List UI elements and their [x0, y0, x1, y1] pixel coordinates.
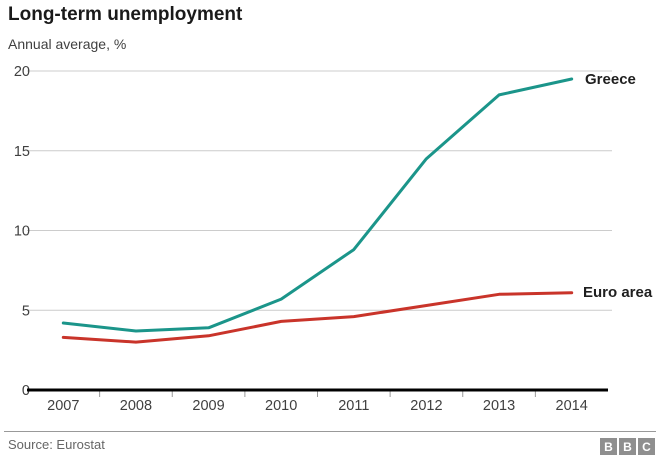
series-label-euro-area: Euro area [583, 284, 653, 301]
x-axis-label-2007: 2007 [47, 398, 79, 414]
footer-divider [4, 431, 656, 432]
x-axis-label-2014: 2014 [556, 398, 588, 414]
data-line-greece [61, 77, 574, 333]
data-line-euro-area [61, 291, 574, 344]
x-axis-label-2013: 2013 [483, 398, 515, 414]
x-axis-label-2011: 2011 [338, 398, 369, 414]
bbc-logo-block-2: B [619, 438, 636, 455]
x-axis-label-2012: 2012 [410, 398, 442, 414]
series-label-greece: Greece [585, 71, 636, 88]
bbc-logo-block-1: B [600, 438, 617, 455]
y-axis-label-20: 20 [14, 64, 30, 80]
x-axis-label-2009: 2009 [192, 398, 224, 414]
x-axis-label-2008: 2008 [120, 398, 152, 414]
bbc-logo-block-3: C [638, 438, 655, 455]
chart-subtitle: Annual average, % [8, 36, 127, 52]
x-axis-label-2010: 2010 [265, 398, 297, 414]
chart-title: Long-term unemployment [8, 4, 243, 25]
y-axis-label-10: 10 [14, 224, 30, 240]
y-axis-label-15: 15 [14, 144, 30, 160]
source-attribution: Source: Eurostat [8, 437, 105, 452]
y-axis-label-5: 5 [22, 303, 30, 319]
y-axis-label-0: 0 [22, 383, 30, 399]
